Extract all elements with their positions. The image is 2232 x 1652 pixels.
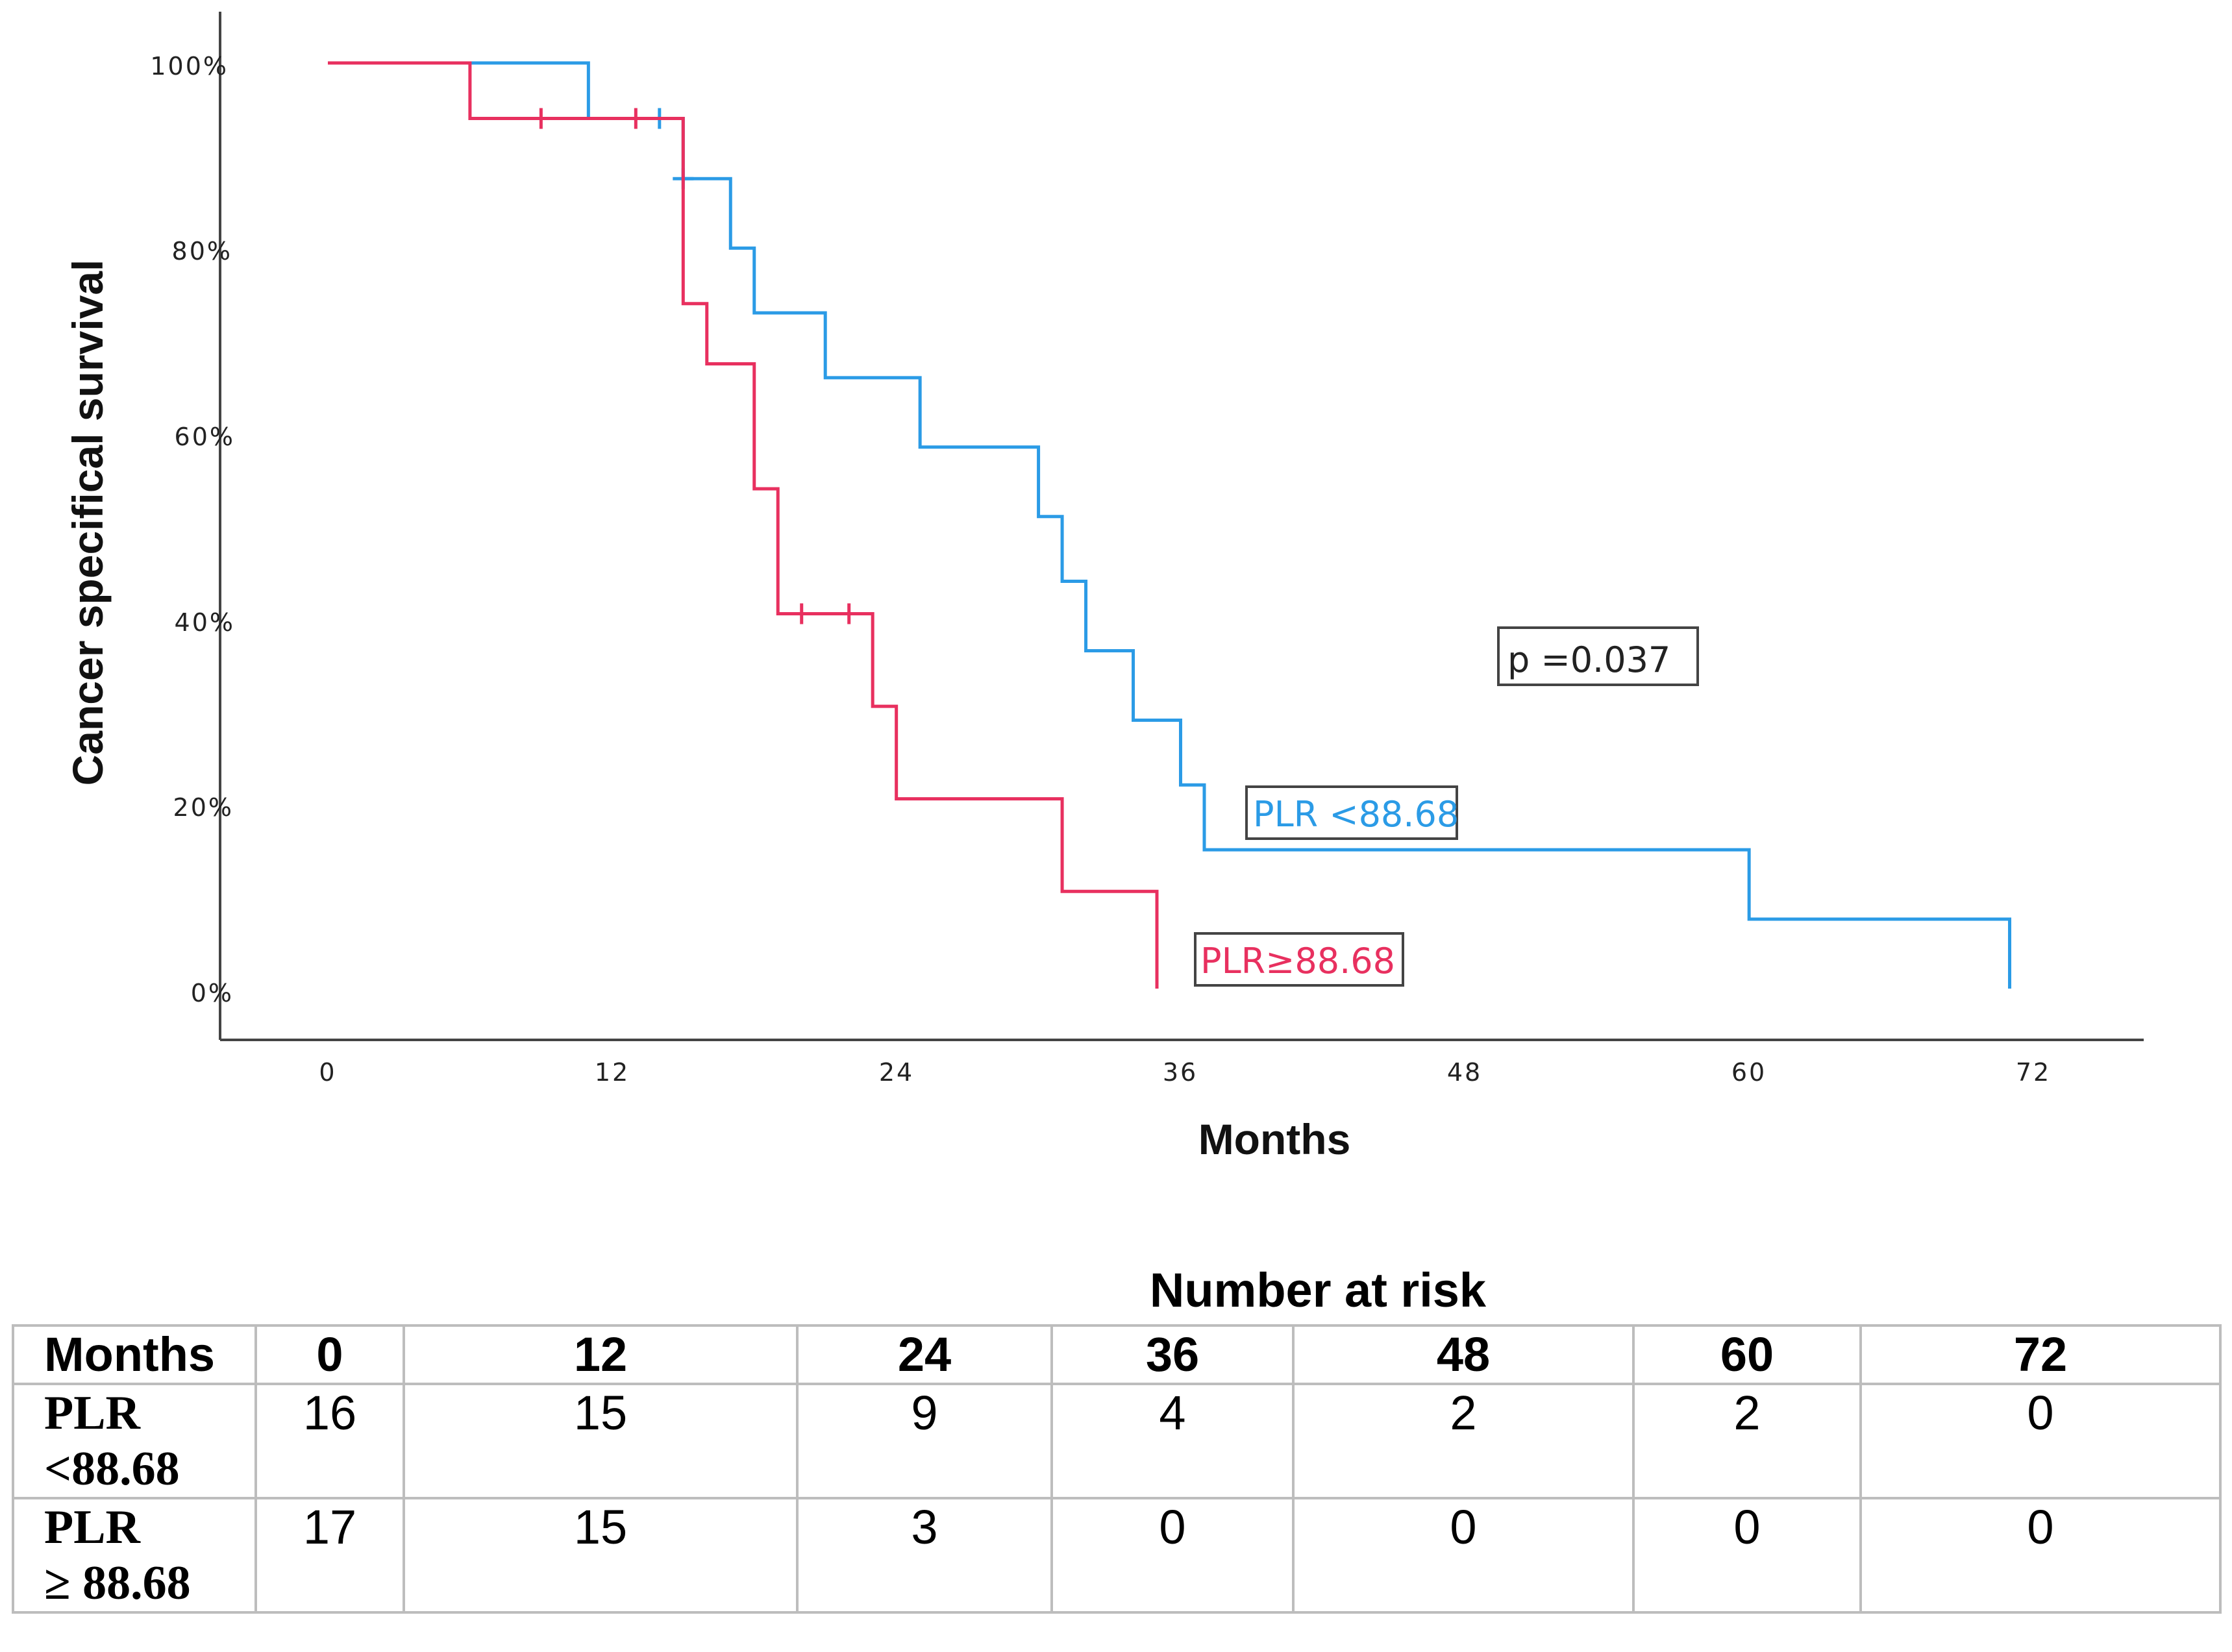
risk-cell: 15 [403, 1383, 799, 1499]
risk-row-label: PLR ≥ 88.68 [12, 1497, 257, 1614]
risk-cell: 4 [1050, 1383, 1295, 1499]
risk-row-low-plr: PLR <88.68 16 15 9 4 2 2 0 [12, 1383, 2222, 1499]
risk-cell: 0 [1859, 1383, 2222, 1499]
x-tick-label: 72 [2016, 1058, 2051, 1087]
risk-header-cell: Months [12, 1324, 257, 1385]
risk-cell: 3 [796, 1497, 1053, 1614]
x-axis-title: Months [1198, 1115, 1351, 1163]
x-tick-label: 48 [1447, 1058, 1482, 1087]
risk-row-label-line2: ≥ 88.68 [44, 1557, 191, 1610]
survival-curves [328, 61, 2012, 989]
risk-header-cell: 36 [1050, 1324, 1295, 1385]
x-tick-label: 36 [1163, 1058, 1198, 1087]
risk-cell: 2 [1632, 1383, 1862, 1499]
y-tick-label: 40% [175, 608, 235, 637]
risk-header-cell: 48 [1292, 1324, 1635, 1385]
risk-cell: 0 [1292, 1497, 1635, 1614]
risk-header-cell: 0 [254, 1324, 405, 1385]
censor-mark [838, 603, 860, 624]
censor-mark [625, 108, 647, 129]
x-tick-label: 12 [595, 1058, 630, 1087]
risk-row-label-line1: PLR [44, 1387, 140, 1440]
y-tick-label: 60% [175, 423, 235, 451]
risk-cell: 0 [1859, 1497, 2222, 1614]
risk-table-title: Number at risk [1149, 1263, 1487, 1317]
censor-mark [530, 108, 552, 129]
risk-header-cell: 12 [403, 1324, 799, 1385]
risk-header-cell: 60 [1632, 1324, 1862, 1385]
risk-cell: 15 [403, 1497, 799, 1614]
risk-header-cell: 72 [1859, 1324, 2222, 1385]
risk-cell: 16 [254, 1383, 405, 1499]
x-tick-label: 60 [1731, 1058, 1767, 1087]
p-value-box [1497, 626, 1699, 686]
risk-cell: 9 [796, 1383, 1053, 1499]
y-tick-label: 20% [173, 793, 234, 822]
risk-header-cell: 24 [796, 1324, 1053, 1385]
legend-box-high-plr [1194, 932, 1404, 987]
risk-cell: 0 [1632, 1497, 1862, 1614]
y-tick-label: 0% [191, 979, 234, 1007]
x-tick-label: 0 [319, 1058, 336, 1087]
risk-row-label-line2: <88.68 [44, 1442, 180, 1496]
censor-mark [791, 603, 812, 624]
x-tick-label: 24 [879, 1058, 914, 1087]
risk-cell: 0 [1050, 1497, 1295, 1614]
y-tick-label: 80% [172, 237, 232, 265]
legend-box-low-plr [1245, 785, 1458, 840]
risk-row-label: PLR <88.68 [12, 1383, 257, 1499]
legend-label-low-plr: PLR <88.68 [1253, 794, 1459, 835]
legend-label-high-plr: PLR≥88.68 [1200, 941, 1395, 981]
risk-header-row: Months 0 12 24 36 48 60 72 [12, 1324, 2222, 1385]
risk-table: Months 0 12 24 36 48 60 72 PLR <88.68 16 … [12, 1324, 2222, 1614]
y-axis-title: Cancer specifical survival [64, 260, 112, 786]
risk-cell: 2 [1292, 1383, 1635, 1499]
survival-curve-series-1 [328, 61, 1159, 989]
risk-cell: 17 [254, 1497, 405, 1614]
risk-row-high-plr: PLR ≥ 88.68 17 15 3 0 0 0 0 [12, 1497, 2222, 1614]
survival-curve-series-0 [328, 61, 2012, 989]
y-tick-label: 100% [150, 52, 229, 80]
km-chart: 100% 80% 60% 40% 20% 0% 0 12 24 36 48 60… [64, 12, 2144, 1163]
risk-row-label-line1: PLR [44, 1501, 140, 1554]
p-value-label: p =0.037 [1507, 639, 1670, 680]
